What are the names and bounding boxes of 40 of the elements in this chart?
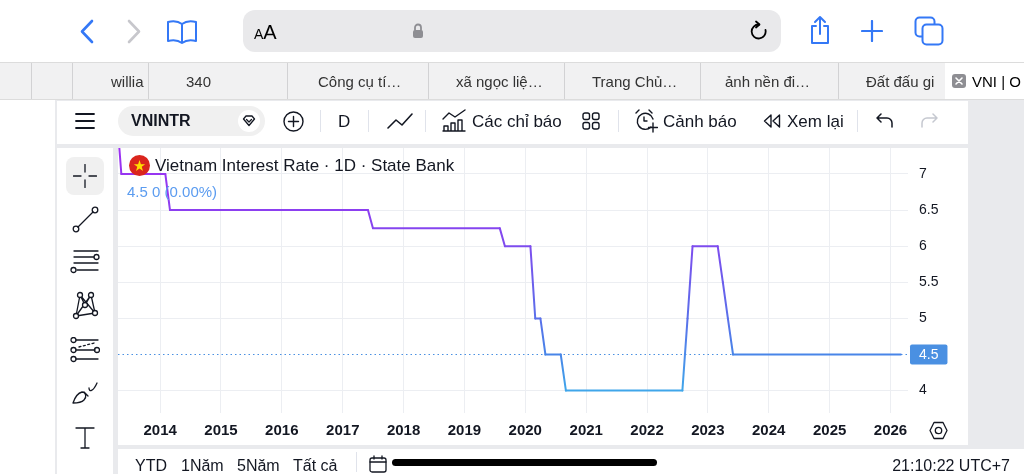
- text: 5Năm: [237, 457, 280, 474]
- x-tick-label: 2015: [204, 421, 238, 439]
- x-tick-label: 2020: [508, 421, 542, 439]
- text: VNI | O: [972, 72, 1021, 90]
- y-tick-label: 5.5: [919, 273, 939, 290]
- x-tick-label: 2014: [143, 421, 178, 439]
- text: Trang Chủ…: [592, 72, 678, 90]
- ref-line-label: 4.5: [919, 346, 939, 363]
- text: Tất cả: [293, 457, 338, 474]
- y-tick-label: 4: [919, 381, 927, 398]
- text: Xem lại: [787, 111, 844, 131]
- text: 1Năm: [181, 457, 224, 474]
- text: willia: [111, 72, 144, 90]
- text: Đất đấu gi: [866, 72, 935, 90]
- text: VNINTR: [131, 112, 191, 129]
- x-tick-label: 2016: [265, 421, 299, 439]
- y-tick-label: 6.5: [919, 200, 939, 217]
- x-tick-label: 2019: [447, 421, 482, 439]
- text: YTD: [135, 457, 167, 474]
- x-tick-label: 2022: [630, 421, 664, 439]
- x-tick-label: 2018: [386, 421, 421, 439]
- x-tick-label: 2025: [813, 421, 847, 439]
- text: AA: [254, 21, 277, 43]
- x-tick-label: 2023: [691, 421, 725, 439]
- text: D: [338, 111, 351, 131]
- text: 340: [186, 72, 212, 90]
- text: xã ngọc liệ…: [456, 72, 543, 90]
- text: Cảnh báo: [663, 111, 737, 131]
- text: Công cụ tí…: [318, 72, 402, 90]
- x-tick-label: 2021: [569, 421, 603, 439]
- x-tick-label: 2017: [326, 421, 360, 439]
- text: Các chỉ báo: [472, 111, 562, 131]
- y-tick-label: 6: [919, 237, 927, 254]
- x-tick-label: 2024: [752, 421, 787, 439]
- x-tick-label: 2026: [873, 421, 908, 439]
- text: ảnh nền đi…: [725, 72, 811, 90]
- text: Vietnam Interest Rate · 1D · State Bank: [155, 155, 455, 176]
- y-tick-label: 7: [919, 164, 927, 181]
- text: 21:10:22 UTC+7: [892, 457, 1010, 474]
- y-tick-label: 5: [919, 309, 927, 326]
